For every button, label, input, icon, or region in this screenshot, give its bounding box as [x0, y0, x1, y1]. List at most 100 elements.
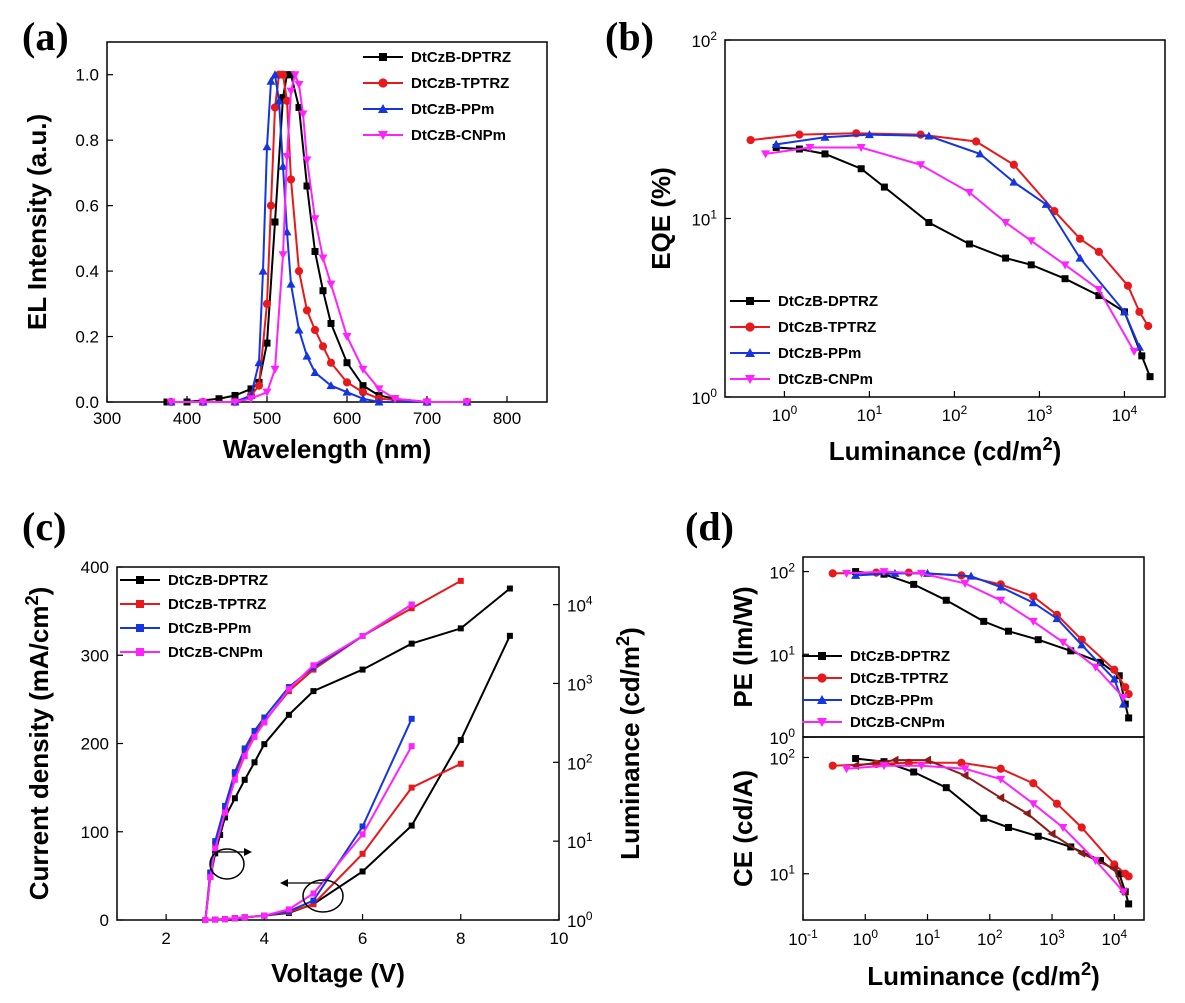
plot-frame — [106, 41, 548, 403]
data-point — [231, 769, 238, 776]
data-point — [996, 764, 1005, 773]
chart-panel-d: 100 101 102 PE (lm/W) DtCzB-DPTRZ DtCzB-TPTRZ… — [728, 556, 1145, 991]
data-point — [965, 240, 973, 248]
data-point — [795, 130, 804, 139]
data-point — [279, 94, 287, 102]
series-line — [855, 757, 1130, 905]
series-line — [855, 759, 1125, 893]
data-point — [247, 385, 255, 393]
annotation-arrowhead — [244, 848, 252, 856]
data-point — [274, 96, 284, 105]
data-point — [506, 632, 513, 639]
data-point — [1109, 864, 1118, 874]
data-point — [342, 333, 352, 342]
series-line — [205, 718, 413, 921]
data-point — [1034, 636, 1042, 644]
data-point — [278, 70, 288, 79]
data-point — [358, 365, 368, 374]
series-DtCzB-TPTRZ — [746, 129, 1153, 331]
data-point — [310, 215, 320, 224]
y-tick-label: 100 — [691, 386, 717, 408]
data-point — [262, 142, 272, 151]
series-line — [171, 73, 467, 403]
x-tick-label: 2 — [161, 929, 170, 948]
data-point — [942, 784, 950, 792]
data-point — [1034, 832, 1042, 840]
series-line — [765, 146, 1135, 352]
y-tick-label: 102 — [769, 746, 795, 768]
data-point — [326, 358, 336, 367]
data-point — [817, 673, 827, 683]
data-point — [302, 306, 312, 315]
data-point — [1118, 699, 1128, 708]
data-point — [326, 381, 336, 390]
panel-letter-a: (a) — [22, 14, 69, 59]
data-point — [942, 596, 950, 604]
data-point — [136, 624, 144, 632]
data-point — [1075, 253, 1085, 262]
chart-panel-a: 300 400 500 600 700 800 0.0 0.2 0.4 0.6 0.8 1.0 Wave… — [22, 41, 548, 464]
annotation-circle — [209, 848, 245, 880]
y-axis-title: CE (cd/A) — [728, 770, 758, 887]
data-point — [1118, 694, 1128, 703]
chart-panel-b: 100 101 102 103 104 100 101 102 Luminance (cd/m2… — [646, 29, 1166, 466]
data-point — [290, 71, 300, 80]
series-line — [205, 762, 462, 921]
panel-letter-d: (d) — [685, 504, 734, 549]
series-DtCzB-DPTRZ — [163, 71, 471, 406]
data-point — [910, 580, 918, 588]
data-point — [241, 914, 248, 921]
data-point — [358, 388, 368, 397]
data-point — [286, 175, 296, 184]
data-point — [261, 714, 268, 721]
data-point — [916, 569, 926, 578]
x-tick-label: 100 — [852, 927, 878, 949]
data-point — [311, 247, 319, 255]
data-point — [1146, 373, 1154, 381]
data-point — [828, 761, 837, 770]
data-point — [746, 135, 755, 145]
legend: DtCzB-DPTRZ DtCzB-TPTRZ DtCzB-PPm DtCzB-CNP… — [120, 572, 268, 661]
y-right-tick-label: 101 — [567, 830, 593, 852]
data-point — [287, 71, 295, 79]
data-point — [166, 398, 176, 407]
data-point — [136, 648, 144, 656]
data-point — [1119, 307, 1129, 316]
data-point — [851, 570, 861, 579]
data-point — [1091, 856, 1101, 865]
data-point — [1027, 261, 1035, 269]
y-axis-title: EQE (%) — [646, 167, 676, 270]
data-point — [1029, 779, 1038, 788]
data-point — [457, 577, 464, 584]
data-point — [960, 579, 970, 588]
plot-frame — [724, 39, 1166, 398]
data-point — [270, 103, 280, 112]
data-point — [1138, 352, 1146, 360]
y-tick-label: 0.6 — [75, 197, 99, 216]
data-point — [408, 715, 415, 722]
x-tick-label: 102 — [942, 403, 968, 425]
data-point — [231, 915, 238, 922]
x-tick-label: 100 — [772, 403, 798, 425]
y-tick-label: 400 — [81, 558, 109, 577]
data-point — [1124, 872, 1133, 881]
y-tick-label: 0.0 — [75, 393, 99, 412]
data-point — [1109, 674, 1119, 683]
data-point — [1052, 799, 1062, 808]
data-point — [359, 850, 366, 857]
data-point — [207, 874, 214, 881]
annotation-arrowhead — [280, 879, 288, 887]
data-point — [745, 322, 755, 332]
data-point — [1115, 870, 1123, 878]
legend-label: DtCzB-PPm — [850, 692, 933, 709]
y-tick-label: 102 — [691, 29, 717, 51]
data-point — [916, 161, 926, 170]
legend-label: DtCzB-CNPm — [168, 644, 263, 661]
data-point — [261, 741, 268, 748]
data-point — [1094, 247, 1103, 256]
data-point — [270, 365, 280, 374]
data-point — [251, 733, 258, 740]
legend-label: DtCzB-TPTRZ — [411, 75, 509, 92]
data-point — [231, 776, 238, 783]
